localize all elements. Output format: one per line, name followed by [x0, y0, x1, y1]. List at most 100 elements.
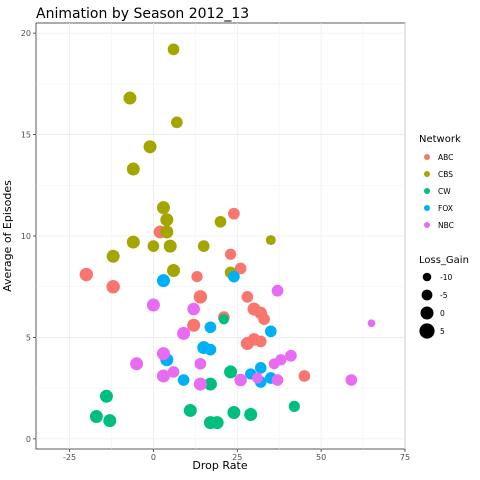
data-point-fox [177, 374, 190, 386]
legend-key-nbc [424, 222, 430, 228]
data-point-abc [298, 370, 311, 382]
legend-key-fox [424, 205, 430, 211]
data-point-cbs [126, 235, 140, 249]
data-point-abc [79, 267, 94, 282]
data-point-cw [89, 410, 103, 424]
legend: Network Loss_Gain ABC CBS CW FOX NBC -10 -5 0 5 [419, 134, 469, 339]
data-point-nbc [156, 347, 170, 361]
data-point-abc [258, 313, 270, 326]
data-point-cbs [167, 263, 181, 277]
data-point-cbs [163, 239, 177, 253]
legend-label-cw: CW [438, 187, 451, 196]
axes: -25 0 25 50 75 0 5 10 15 20 [21, 29, 410, 462]
data-point-abc [191, 270, 203, 283]
y-tick-label: 0 [26, 435, 31, 444]
size-legend-key [422, 272, 432, 282]
data-point-nbc [187, 302, 200, 316]
data-point-cw [203, 377, 217, 391]
y-tick-label: 10 [21, 232, 31, 241]
data-point-cw [210, 416, 224, 430]
data-point-cw [288, 400, 300, 413]
data-point-cbs [143, 140, 157, 154]
data-point-nbc [234, 373, 247, 387]
x-tick-label: -25 [63, 453, 76, 462]
data-point-nbc [156, 369, 170, 383]
data-point-nbc [271, 284, 284, 297]
data-point-abc [224, 248, 237, 260]
data-point-abc [241, 291, 254, 303]
data-point-nbc [275, 354, 287, 366]
y-axis-title: Average of Episodes [1, 180, 14, 292]
data-point-nbc [367, 319, 376, 328]
y-tick-label: 15 [21, 131, 31, 140]
legend-key-cw [424, 188, 430, 194]
data-point-cbs [214, 215, 227, 228]
data-point-fox [204, 343, 217, 356]
x-axis-title: Drop Rate [192, 459, 247, 472]
size-legend-key [419, 323, 435, 339]
size-legend-key [420, 306, 434, 320]
data-point-cbs [171, 116, 183, 129]
size-legend-label: 0 [440, 309, 445, 318]
size-legend-label: -10 [440, 273, 452, 282]
data-point-fox [264, 325, 277, 338]
data-point-nbc [193, 377, 207, 391]
data-point-cbs [123, 91, 137, 105]
data-point-cw [227, 405, 241, 419]
x-tick-label: 75 [400, 453, 410, 462]
data-point-nbc [194, 357, 207, 370]
data-point-nbc [167, 366, 180, 378]
data-point-cbs [106, 249, 120, 263]
data-point-cw [244, 408, 258, 422]
x-tick-label: 25 [232, 453, 242, 462]
size-legend-title: Loss_Gain [419, 255, 469, 266]
legend-key-abc [424, 154, 430, 160]
data-point-abc [234, 262, 247, 275]
data-point-fox [254, 362, 267, 374]
data-point-fox [204, 321, 217, 334]
data-point-cw [183, 403, 197, 417]
data-point-cw [224, 365, 238, 379]
data-point-cbs [147, 240, 160, 252]
size-legend-key [421, 289, 433, 301]
data-point-fox [156, 274, 170, 288]
data-point-cbs [160, 225, 174, 239]
data-points [79, 43, 376, 430]
data-point-cbs [167, 43, 180, 56]
data-point-cbs [265, 235, 276, 246]
x-tick-label: 50 [316, 453, 326, 462]
data-point-abc [193, 290, 208, 304]
data-point-cbs [126, 162, 140, 176]
y-tick-label: 20 [21, 29, 31, 38]
data-point-nbc [271, 374, 284, 386]
data-point-nbc [130, 357, 144, 371]
legend-label-nbc: NBC [438, 221, 454, 230]
size-legend-label: 5 [440, 327, 445, 336]
data-point-nbc [345, 374, 358, 386]
data-point-abc [187, 318, 201, 332]
data-point-cbs [160, 213, 174, 227]
data-point-cw [218, 313, 230, 325]
data-point-abc [254, 335, 267, 348]
data-point-nbc [146, 298, 160, 312]
size-legend-label: -5 [440, 291, 448, 300]
data-point-cbs [197, 240, 210, 252]
data-point-abc [228, 207, 240, 220]
data-point-nbc [252, 372, 263, 384]
legend-key-cbs [424, 171, 430, 177]
data-point-fox [228, 270, 240, 283]
chart-title: Animation by Season 2012_13 [36, 6, 249, 22]
y-tick-label: 5 [26, 333, 31, 342]
data-point-cbs [156, 201, 170, 215]
data-point-cw [99, 389, 113, 403]
color-legend-title: Network [419, 134, 461, 145]
data-point-nbc [177, 326, 191, 340]
data-point-nbc [285, 349, 297, 362]
data-point-cw [103, 414, 117, 428]
legend-label-cbs: CBS [438, 170, 453, 179]
legend-label-abc: ABC [438, 153, 453, 162]
x-tick-label: 0 [151, 453, 156, 462]
legend-label-fox: FOX [438, 204, 453, 213]
data-point-abc [106, 279, 120, 294]
